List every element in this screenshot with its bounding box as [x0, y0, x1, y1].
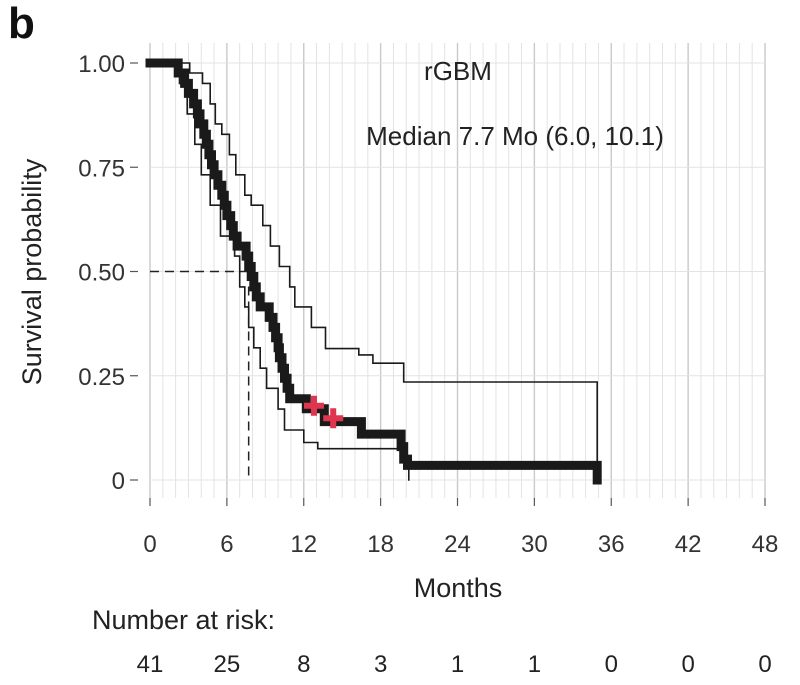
risk-count: 41: [137, 651, 164, 678]
median-annotation: Median 7.7 Mo (6.0, 10.1): [366, 121, 664, 151]
x-tick-label: 12: [290, 531, 317, 558]
y-tick-label: 0.25: [78, 364, 125, 391]
censor-mark: [323, 408, 344, 429]
risk-count: 0: [758, 651, 771, 678]
risk-table-title: Number at risk:: [92, 605, 276, 635]
x-tick-label: 48: [752, 531, 779, 558]
x-tick-label: 0: [143, 531, 156, 558]
ci-upper-curve: [149, 62, 598, 467]
censor-mark: [304, 395, 324, 416]
ci-lower-curve: [149, 62, 410, 481]
y-tick-label: 1.00: [78, 51, 125, 78]
risk-count: 0: [681, 651, 694, 678]
risk-count: 3: [374, 651, 387, 678]
risk-count: 1: [528, 651, 541, 678]
y-tick-label: 0.50: [78, 260, 125, 287]
x-tick-label: 18: [367, 531, 394, 558]
x-tick-label: 30: [521, 531, 548, 558]
risk-count: 25: [214, 651, 241, 678]
risk-count: 1: [451, 651, 464, 678]
x-axis-title: Months: [414, 573, 503, 603]
panel-label: b: [8, 0, 35, 48]
survival-curve: [145, 58, 602, 485]
risk-count: 0: [605, 651, 618, 678]
x-tick-label: 24: [444, 531, 471, 558]
y-tick-label: 0.75: [78, 155, 125, 182]
x-tick-label: 36: [598, 531, 625, 558]
y-tick-label: 0: [112, 468, 125, 495]
x-tick-label: 42: [675, 531, 702, 558]
chart-title: rGBM: [424, 56, 492, 86]
x-tick-label: 6: [220, 531, 233, 558]
y-axis-title: Survival probability: [17, 158, 47, 385]
risk-count: 8: [297, 651, 310, 678]
